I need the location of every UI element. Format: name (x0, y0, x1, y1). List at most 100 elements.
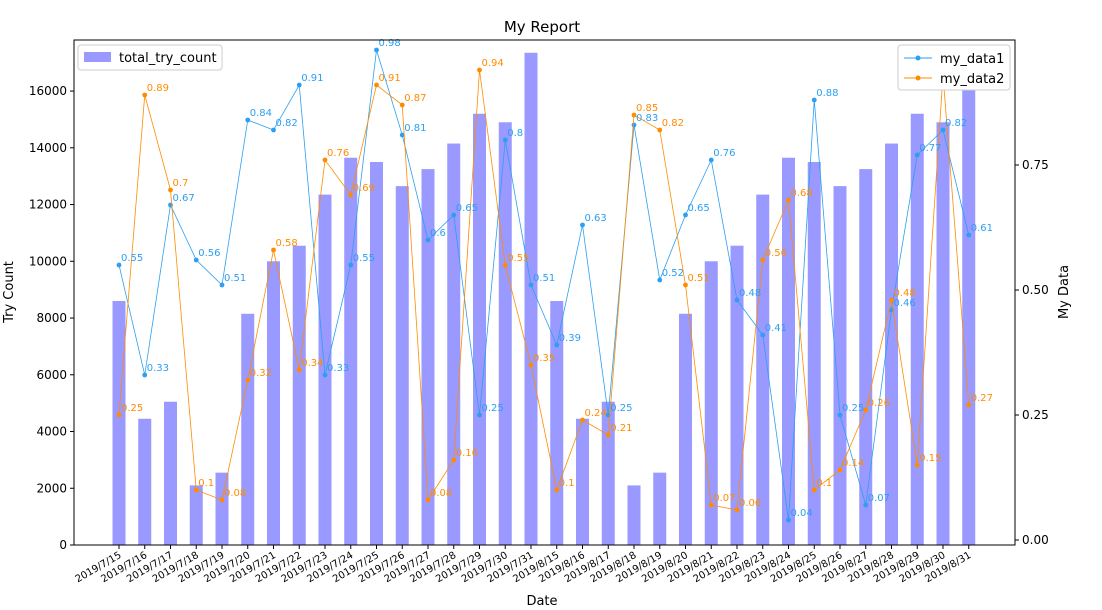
series-1-label-13: 0.65 (456, 203, 478, 214)
series-2-point-9 (348, 192, 354, 198)
legend-series2-label: my_data2 (940, 72, 1004, 87)
series-2-label-0: 0.25 (121, 403, 143, 414)
series-2-point-10 (374, 82, 379, 88)
bar-2 (164, 401, 177, 545)
series-2-label-15: 0.55 (507, 253, 529, 264)
series-2-point-24 (734, 507, 740, 513)
series-1-point-25 (760, 332, 766, 338)
bar-32 (936, 122, 950, 546)
series-2-label-30: 0.48 (894, 288, 916, 299)
series-1-point-31 (914, 152, 920, 158)
bar-17 (550, 301, 564, 545)
series-2-point-12 (425, 497, 431, 503)
series-1-label-31: 0.77 (919, 143, 941, 154)
series-2-point-25 (760, 257, 766, 263)
series-2-line (118, 69, 970, 511)
bar-14 (473, 113, 486, 546)
bar-1 (138, 418, 152, 545)
series-2-label-25: 0.56 (765, 248, 787, 259)
bar-16 (524, 52, 538, 546)
series-1-point-7 (296, 82, 302, 88)
bar-21 (653, 472, 667, 545)
plot-frame (73, 39, 1016, 546)
series-1-point-12 (425, 237, 431, 243)
series-2-point-18 (580, 417, 585, 423)
legend-bars-frame (77, 44, 223, 71)
series-2-point-30 (889, 297, 894, 303)
series-2-point-4 (219, 497, 225, 503)
series-2-label-10: 0.91 (379, 73, 401, 84)
series-1-label-7: 0.91 (301, 73, 323, 84)
left-ytick-label-4: 8000 (36, 311, 67, 325)
bar-7 (292, 245, 306, 545)
lines-layer (116, 47, 972, 523)
series-2-point-16 (528, 362, 534, 368)
series-2-label-22: 0.51 (688, 273, 710, 284)
series-1-point-26 (786, 517, 791, 523)
bar-6 (267, 261, 280, 545)
left-ytick-label-6: 12000 (29, 198, 67, 212)
series-1-point-15 (502, 137, 508, 143)
series-2-label-18: 0.24 (585, 408, 607, 419)
series-1-point-3 (193, 257, 199, 263)
series-1-label-24: 0.48 (739, 288, 761, 299)
series-1-label-18: 0.63 (585, 213, 607, 224)
series-2-point-2 (168, 187, 173, 193)
series-2-point-6 (271, 247, 276, 253)
series-2-point-8 (322, 157, 328, 163)
bar-24 (730, 245, 744, 545)
series-1-label-10: 0.98 (379, 38, 401, 49)
series-2-label-19: 0.21 (610, 423, 632, 434)
series-2-label-31: 0.15 (919, 453, 941, 464)
left-ytick-label-3: 6000 (36, 368, 67, 382)
series-1-point-0 (116, 262, 122, 268)
left-ytick-label-7: 14000 (29, 141, 67, 155)
series-2-point-13 (451, 457, 457, 463)
legend-series1-label: my_data1 (940, 52, 1004, 67)
bar-29 (859, 169, 873, 545)
bar-33 (962, 76, 976, 545)
series-2-label-5: 0.32 (250, 368, 272, 379)
series-1-label-9: 0.55 (353, 253, 375, 264)
series-2-label-3: 0.1 (198, 478, 214, 489)
bar-22 (679, 313, 692, 545)
series-1-point-14 (477, 412, 482, 418)
right-ytick-label-2: 0.50 (1022, 283, 1049, 297)
series-2-label-8: 0.76 (327, 148, 349, 159)
series-1-label-12: 0.6 (430, 228, 446, 239)
bar-30 (885, 143, 898, 545)
legend-lines: my_data1 my_data2 (897, 44, 1011, 91)
series-2-label-21: 0.82 (662, 118, 684, 129)
series-2-label-20: 0.85 (636, 103, 658, 114)
right-ytick-label-0: 0.00 (1022, 533, 1049, 547)
series-1-label-14: 0.25 (482, 403, 504, 414)
series-1-label-21: 0.52 (662, 268, 684, 279)
series-2-point-22 (683, 282, 688, 288)
legend-series2-marker (915, 75, 921, 81)
legend-bars-label: total_try_count (119, 51, 217, 66)
series-1-label-16: 0.51 (533, 273, 555, 284)
series-1-label-26: 0.04 (791, 508, 813, 519)
series-1-label-6: 0.82 (276, 118, 298, 129)
legend-series1-marker (915, 55, 921, 61)
left-ytick-label-8: 16000 (29, 84, 67, 98)
series-2-label-28: 0.14 (842, 458, 864, 469)
bar-9 (344, 157, 358, 545)
series-2-point-20 (631, 112, 637, 118)
left-y-axis-label: Try Count (2, 261, 17, 324)
series-2-label-29: 0.26 (868, 398, 890, 409)
series-2-label-16: 0.35 (533, 353, 555, 364)
series-2-label-17: 0.1 (559, 478, 575, 489)
series-1-label-33: 0.61 (971, 223, 993, 234)
series-1-label-5: 0.84 (250, 108, 272, 119)
series-1-point-6 (271, 127, 276, 133)
series-1-point-18 (580, 222, 585, 228)
series-2-label-6: 0.58 (276, 238, 298, 249)
series-1-label-8: 0.33 (327, 363, 349, 374)
bar-18 (576, 418, 589, 545)
series-2-label-24: 0.06 (739, 498, 761, 509)
series-2-point-26 (786, 197, 791, 203)
bar-3 (189, 485, 203, 545)
series-2-point-11 (399, 102, 405, 108)
